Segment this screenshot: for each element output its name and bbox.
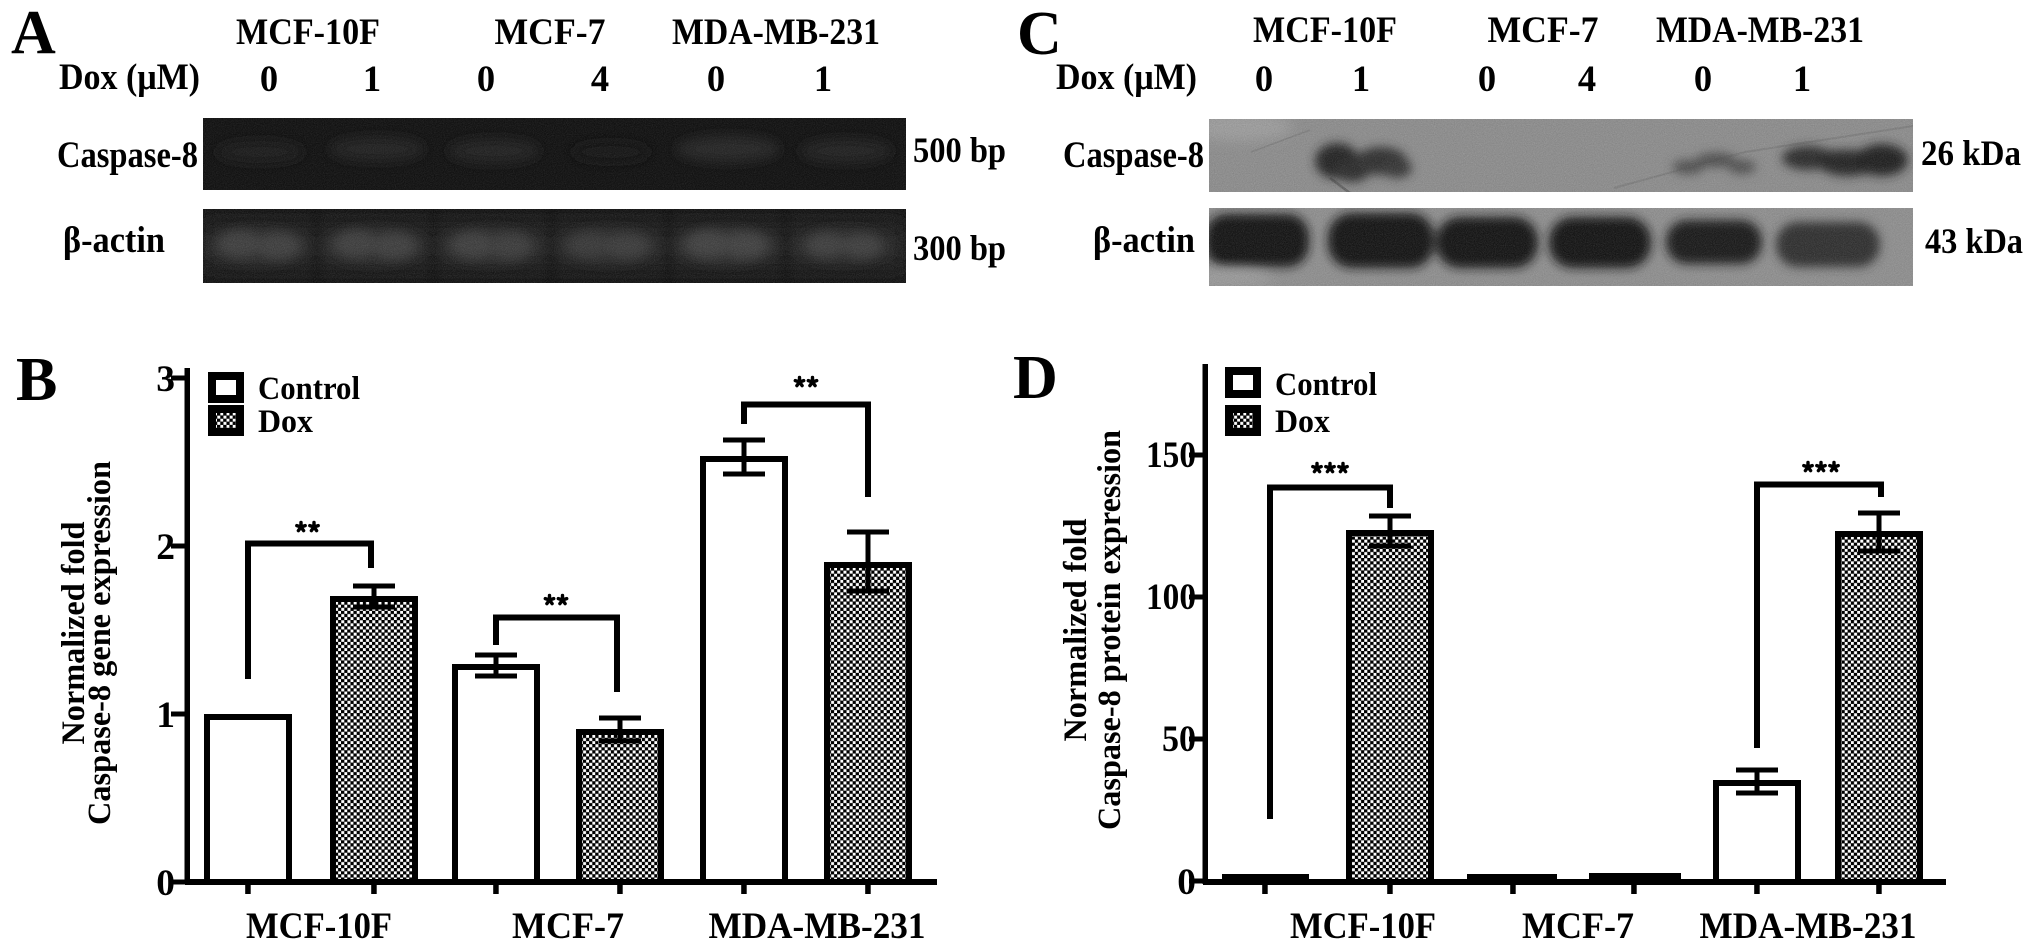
svg-text:2: 2 bbox=[156, 527, 175, 568]
svg-text:MCF-10F: MCF-10F bbox=[1253, 9, 1397, 50]
svg-text:MCF-7: MCF-7 bbox=[512, 906, 624, 947]
svg-text:50: 50 bbox=[1162, 719, 1196, 760]
svg-text:Normalized fold: Normalized fold bbox=[56, 522, 92, 745]
svg-text:4: 4 bbox=[1578, 58, 1596, 99]
svg-text:Control: Control bbox=[1275, 367, 1377, 403]
svg-text:Caspase-8: Caspase-8 bbox=[57, 134, 198, 175]
svg-text:150: 150 bbox=[1146, 435, 1196, 476]
svg-text:D: D bbox=[1013, 344, 1058, 412]
svg-text:0: 0 bbox=[260, 58, 278, 99]
svg-text:Dox: Dox bbox=[1275, 404, 1330, 440]
svg-text:MCF-10F: MCF-10F bbox=[246, 906, 392, 947]
svg-text:Control: Control bbox=[258, 371, 360, 407]
svg-text:MDA-MB-231: MDA-MB-231 bbox=[672, 11, 880, 52]
svg-text:1: 1 bbox=[1352, 58, 1370, 99]
svg-text:3: 3 bbox=[156, 359, 175, 400]
svg-text:Caspase-8 protein expression: Caspase-8 protein expression bbox=[1092, 430, 1128, 830]
svg-text:4: 4 bbox=[591, 58, 609, 99]
svg-text:C: C bbox=[1017, 0, 1062, 68]
svg-text:Caspase-8: Caspase-8 bbox=[1063, 134, 1204, 175]
svg-text:Dox (μM): Dox (μM) bbox=[59, 56, 200, 97]
svg-text:β-actin: β-actin bbox=[1093, 219, 1195, 260]
svg-text:Caspase-8 gene expression: Caspase-8 gene expression bbox=[82, 461, 118, 825]
svg-text:1: 1 bbox=[1793, 58, 1811, 99]
svg-text:1: 1 bbox=[363, 58, 381, 99]
svg-text:MDA-MB-231: MDA-MB-231 bbox=[709, 906, 926, 947]
svg-text:MDA-MB-231: MDA-MB-231 bbox=[1656, 9, 1864, 50]
svg-text:0: 0 bbox=[1478, 58, 1496, 99]
svg-text:0: 0 bbox=[1255, 58, 1273, 99]
svg-text:A: A bbox=[11, 0, 56, 67]
svg-text:26 kDa: 26 kDa bbox=[1921, 133, 2021, 173]
svg-text:MCF-10F: MCF-10F bbox=[1290, 906, 1436, 947]
svg-text:MCF-10F: MCF-10F bbox=[236, 11, 380, 52]
svg-text:100: 100 bbox=[1146, 577, 1196, 618]
svg-text:0: 0 bbox=[156, 863, 175, 904]
svg-text:43 kDa: 43 kDa bbox=[1925, 221, 2023, 261]
svg-text:Dox: Dox bbox=[258, 404, 313, 440]
svg-text:MDA-MB-231: MDA-MB-231 bbox=[1700, 906, 1917, 947]
svg-text:Normalized fold: Normalized fold bbox=[1058, 519, 1094, 742]
svg-text:MCF-7: MCF-7 bbox=[1522, 906, 1634, 947]
svg-text:0: 0 bbox=[1694, 58, 1712, 99]
svg-text:MCF-7: MCF-7 bbox=[495, 11, 606, 52]
svg-text:β-actin: β-actin bbox=[63, 219, 165, 260]
svg-text:Dox (μM): Dox (μM) bbox=[1056, 56, 1197, 97]
svg-text:1: 1 bbox=[156, 695, 175, 736]
svg-text:0: 0 bbox=[477, 58, 495, 99]
svg-text:0: 0 bbox=[707, 58, 725, 99]
svg-text:300 bp: 300 bp bbox=[913, 228, 1006, 268]
svg-text:MCF-7: MCF-7 bbox=[1488, 9, 1599, 50]
svg-text:B: B bbox=[16, 346, 57, 414]
svg-text:500 bp: 500 bp bbox=[913, 130, 1006, 170]
svg-text:0: 0 bbox=[1177, 862, 1196, 903]
svg-text:1: 1 bbox=[814, 58, 832, 99]
